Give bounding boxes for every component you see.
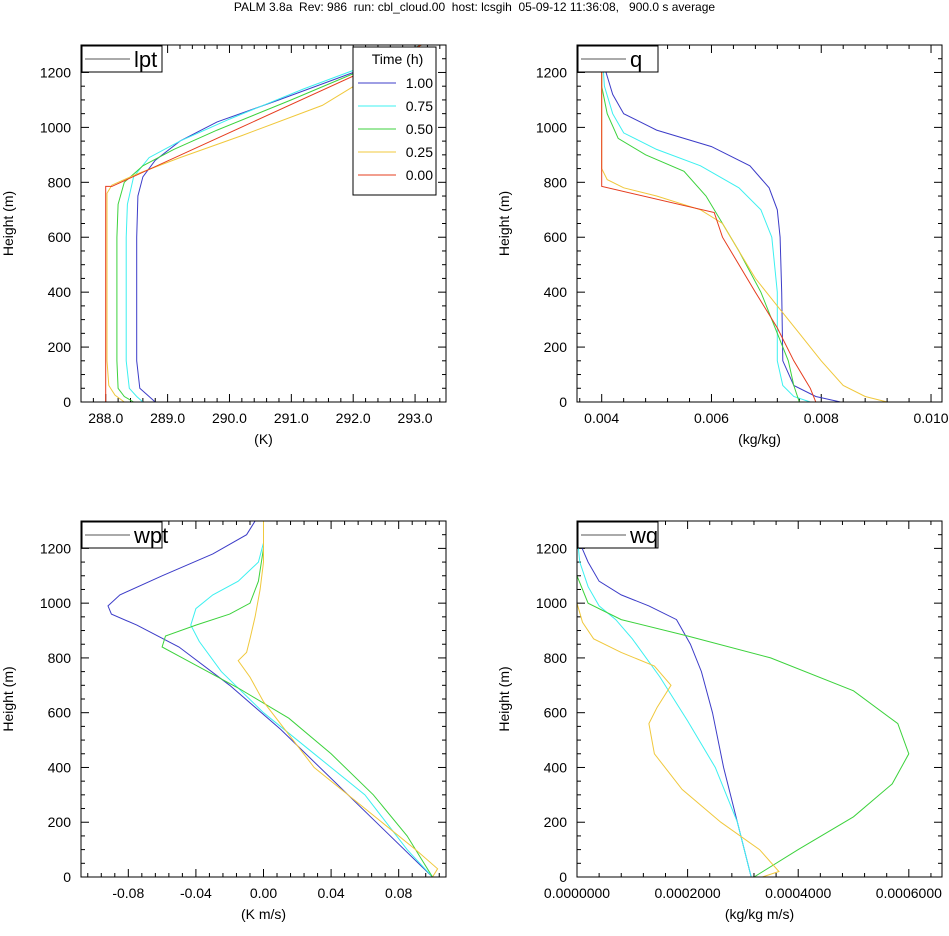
figure-title: PALM 3.8a Rev: 986 run: cbl_cloud.00 hos… xyxy=(233,0,716,14)
series-line-0.00 xyxy=(601,45,817,402)
y-tick-label: 1000 xyxy=(536,119,567,135)
series-line-0.25 xyxy=(601,45,888,402)
panel-wq: 0 200 400 600 800 1000 1200 0.0000000 0.0002000 0… xyxy=(496,520,943,922)
panel-q: 0 200 400 600 800 1000 1200 0.004 0.006 0.008 0.01… xyxy=(496,44,949,447)
y-tick-label: 400 xyxy=(48,284,72,300)
y-tick-label: 0 xyxy=(63,394,71,410)
legend-label: 0.50 xyxy=(406,121,433,137)
panel-title: wq xyxy=(629,523,658,548)
y-tick-label: 400 xyxy=(544,284,568,300)
y-tick-label: 800 xyxy=(48,650,72,666)
y-tick-label: 600 xyxy=(48,705,72,721)
y-tick-label: 1200 xyxy=(536,64,567,80)
x-tick-label: 0.04 xyxy=(317,885,344,901)
y-tick-label: 0 xyxy=(559,869,567,885)
x-tick-label: 291.0 xyxy=(274,410,309,426)
x-tick-label: 0.006 xyxy=(694,410,729,426)
y-tick-label: 600 xyxy=(544,229,568,245)
x-tick-label: 288.0 xyxy=(88,410,123,426)
x-tick-label: 0.0002000 xyxy=(655,885,721,901)
y-tick-label: 1200 xyxy=(40,540,71,556)
legend-label: 0.00 xyxy=(406,167,433,183)
panel-lpt: 0 200 400 600 800 1000 1200 288.0 289.0 290.0 291.… xyxy=(0,44,447,447)
x-tick-label: 0.0006000 xyxy=(876,885,942,901)
series-line-0.75 xyxy=(125,45,422,402)
legend-label: 0.25 xyxy=(406,144,433,160)
x-axis-label: (K m/s) xyxy=(241,906,286,922)
y-axis-label: Height (m) xyxy=(0,191,16,256)
x-tick-label: 0.004 xyxy=(584,410,619,426)
series-line-0.50 xyxy=(601,45,800,402)
y-tick-label: 200 xyxy=(48,339,72,355)
y-tick-label: 800 xyxy=(544,174,568,190)
series-line-1.00 xyxy=(107,521,433,877)
y-tick-label: 1000 xyxy=(536,595,567,611)
x-axis-label: (K) xyxy=(254,431,273,447)
x-tick-label: -0.04 xyxy=(180,885,212,901)
x-axis-label: (kg/kg m/s) xyxy=(725,906,794,922)
y-axis-label: Height (m) xyxy=(496,191,512,256)
x-tick-label: 0.00 xyxy=(250,885,277,901)
y-tick-label: 800 xyxy=(48,174,72,190)
y-tick-label: 600 xyxy=(544,705,568,721)
y-tick-label: 1200 xyxy=(536,540,567,556)
series-line-1.00 xyxy=(577,521,752,877)
y-tick-label: 400 xyxy=(544,759,568,775)
panel-title: q xyxy=(630,47,642,72)
x-tick-label: 292.0 xyxy=(336,410,371,426)
y-tick-label: 200 xyxy=(544,814,568,830)
x-axis-label: (kg/kg) xyxy=(738,431,781,447)
x-tick-label: 290.0 xyxy=(212,410,247,426)
legend-label: 0.75 xyxy=(406,98,433,114)
y-tick-label: 1200 xyxy=(40,64,71,80)
x-tick-label: 0.08 xyxy=(385,885,412,901)
x-tick-label: -0.08 xyxy=(112,885,144,901)
series-line-0.75 xyxy=(601,45,811,402)
panel-title: wpt xyxy=(133,523,168,548)
y-tick-label: 1000 xyxy=(40,119,71,135)
x-tick-label: 0.0004000 xyxy=(765,885,831,901)
series-line-0.75 xyxy=(190,521,433,877)
x-tick-label: 293.0 xyxy=(398,410,433,426)
y-tick-label: 200 xyxy=(544,339,568,355)
legend-label: 1.00 xyxy=(406,75,433,91)
y-tick-label: 600 xyxy=(48,229,72,245)
plot-frame xyxy=(80,520,447,878)
plot-frame xyxy=(80,44,447,403)
panel-title: lpt xyxy=(134,47,157,72)
series-line-0.25 xyxy=(106,45,422,402)
series-line-0.25 xyxy=(577,589,780,877)
y-axis-label: Height (m) xyxy=(496,666,512,731)
x-tick-label: 0.0000000 xyxy=(544,885,610,901)
y-tick-label: 0 xyxy=(63,869,71,885)
x-tick-label: 0.008 xyxy=(804,410,839,426)
series-line-0.50 xyxy=(577,521,910,877)
series-line-0.50 xyxy=(116,45,422,402)
x-tick-label: 0.010 xyxy=(913,410,948,426)
y-tick-label: 0 xyxy=(559,394,567,410)
legend-title: Time (h) xyxy=(372,51,424,67)
x-tick-label: 289.0 xyxy=(150,410,185,426)
series-line-0.50 xyxy=(161,521,433,877)
legend: Time (h) 1.00 0.75 0.50 0.25 0.00 xyxy=(352,46,437,196)
y-tick-label: 400 xyxy=(48,759,72,775)
series-line-0.00 xyxy=(105,45,422,402)
panel-wpt: 0 200 400 600 800 1000 1200 -0.08 -0.04 0.00 0.04 0… xyxy=(0,520,447,922)
series-line-0.75 xyxy=(577,521,752,877)
plot-frame xyxy=(576,520,943,878)
y-axis-label: Height (m) xyxy=(0,666,16,731)
series-line-1.00 xyxy=(601,45,841,402)
y-tick-label: 800 xyxy=(544,650,568,666)
y-tick-label: 1000 xyxy=(40,595,71,611)
y-tick-label: 200 xyxy=(48,814,72,830)
series-line-0.25 xyxy=(237,521,439,877)
legend-box xyxy=(352,46,437,196)
plot-frame xyxy=(576,44,943,403)
